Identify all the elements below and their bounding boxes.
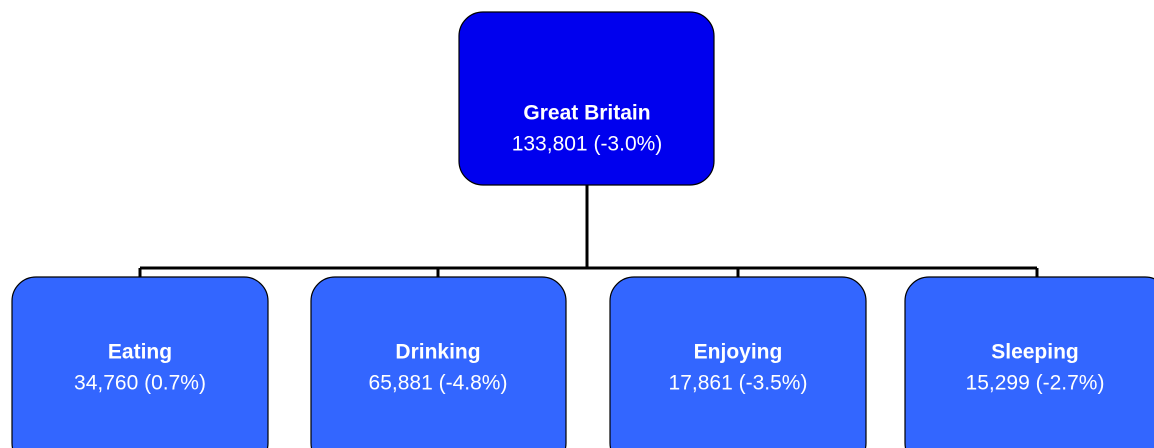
node-detail: 133,801 (-3.0%) — [512, 133, 663, 156]
child-node: Drinking 65,881 (-4.8%) — [310, 276, 567, 448]
child-node: Enjoying 17,861 (-3.5%) — [609, 276, 867, 448]
node-box — [904, 276, 1154, 448]
node-label: Eating — [108, 341, 172, 364]
node-label: Drinking — [395, 341, 480, 364]
connectors — [138, 185, 1039, 278]
root-node: Great Britain 133,801 (-3.0%) — [458, 11, 715, 186]
node-detail: 65,881 (-4.8%) — [369, 372, 508, 395]
node-box — [310, 276, 567, 448]
node-box — [609, 276, 867, 448]
node-detail: 15,299 (-2.7%) — [966, 372, 1105, 395]
node-label: Sleeping — [991, 341, 1079, 364]
node-detail: 34,760 (0.7%) — [74, 372, 206, 395]
node-box — [11, 276, 269, 448]
child-node: Eating 34,760 (0.7%) — [11, 276, 269, 448]
node-label: Enjoying — [694, 341, 783, 364]
child-node: Sleeping 15,299 (-2.7%) — [904, 276, 1154, 448]
node-detail: 17,861 (-3.5%) — [669, 372, 808, 395]
node-box — [458, 11, 715, 186]
node-label: Great Britain — [523, 102, 650, 125]
